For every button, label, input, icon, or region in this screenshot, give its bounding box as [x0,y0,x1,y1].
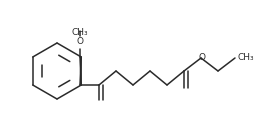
Text: CH₃: CH₃ [72,28,88,37]
Text: O: O [198,52,205,61]
Text: CH₃: CH₃ [237,52,254,61]
Text: O: O [76,38,83,47]
